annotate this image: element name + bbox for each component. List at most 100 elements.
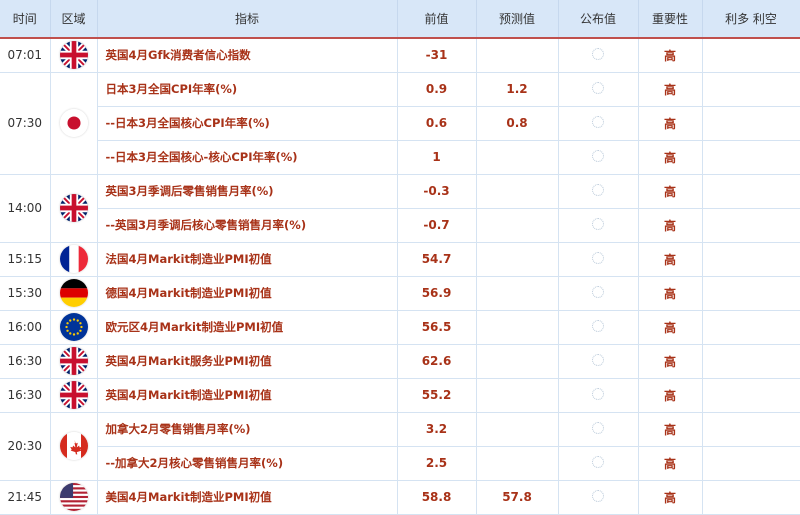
bull-bear-cell: [702, 276, 800, 311]
table-row: --日本3月全国核心CPI年率(%) 0.6 0.8 高: [0, 106, 800, 141]
indicator-link[interactable]: 英国4月Gfk消费者信心指数: [97, 38, 398, 73]
actual-value: [558, 72, 639, 107]
time-cell: 15:30: [0, 276, 51, 311]
forecast-value: [476, 412, 559, 447]
time-cell: 16:30: [0, 344, 51, 379]
previous-value: -0.7: [397, 208, 477, 243]
loading-spinner-icon: [592, 285, 604, 298]
table-row: 16:00 欧元区4月Markit制造业PMI初值 56.5 高: [0, 310, 800, 345]
forecast-value: [476, 310, 559, 345]
loading-spinner-icon: [592, 455, 604, 468]
header-region: 区域: [50, 0, 98, 39]
loading-spinner-icon: [592, 183, 604, 196]
table-row: 07:30 日本3月全国CPI年率(%) 0.9 1.2 高: [0, 72, 800, 175]
indicator-link[interactable]: 英国4月Markit服务业PMI初值: [97, 344, 398, 379]
time-cell: 07:30: [0, 72, 51, 175]
region-cell: [50, 72, 98, 175]
importance: 高: [638, 446, 703, 481]
header-bull-bear: 利多 利空: [702, 0, 800, 39]
region-cell: [50, 276, 98, 311]
loading-spinner-icon: [592, 489, 604, 502]
forecast-value: [476, 446, 559, 481]
uk-flag-icon: [59, 41, 88, 70]
loading-spinner-icon: [592, 149, 604, 162]
japan-flag-icon: [59, 109, 88, 137]
importance: 高: [638, 480, 703, 515]
actual-value: [558, 344, 639, 379]
indicator-link[interactable]: --日本3月全国核心CPI年率(%): [97, 106, 398, 141]
indicator-link[interactable]: 加拿大2月零售销售月率(%): [97, 412, 398, 447]
table-row: 21:45 美国4月Markit制造业PMI初值 58.8 57.8 高: [0, 480, 800, 515]
forecast-value: 0.8: [476, 106, 559, 141]
importance: 高: [638, 174, 703, 209]
loading-spinner-icon: [592, 319, 604, 332]
time-cell: 16:00: [0, 310, 51, 345]
previous-value: -31: [397, 38, 477, 73]
previous-value: 55.2: [397, 378, 477, 413]
bull-bear-cell: [702, 174, 800, 209]
uk-flag-icon: [59, 347, 88, 375]
time-cell: 16:30: [0, 378, 51, 413]
bull-bear-cell: [702, 446, 800, 481]
bull-bear-cell: [702, 310, 800, 345]
forecast-value: [476, 242, 559, 277]
header-actual: 公布值: [558, 0, 639, 39]
indicator-link[interactable]: 美国4月Markit制造业PMI初值: [97, 480, 398, 515]
table-header: 时间 区域 指标 前值 预测值 公布值 重要性 利多 利空: [0, 0, 800, 39]
table-row: 14:00 英国3月季调后零售销售月率(%) -0.3 高: [0, 174, 800, 243]
actual-value: [558, 412, 639, 447]
previous-value: -0.3: [397, 174, 477, 209]
loading-spinner-icon: [592, 421, 604, 434]
previous-value: 56.9: [397, 276, 477, 311]
indicator-link[interactable]: 欧元区4月Markit制造业PMI初值: [97, 310, 398, 345]
importance: 高: [638, 208, 703, 243]
header-time: 时间: [0, 0, 51, 39]
loading-spinner-icon: [592, 81, 604, 94]
time-cell: 07:01: [0, 38, 51, 73]
indicator-link[interactable]: 日本3月全国CPI年率(%): [97, 72, 398, 107]
bull-bear-cell: [702, 242, 800, 277]
importance: 高: [638, 344, 703, 379]
time-cell: 15:15: [0, 242, 51, 277]
bull-bear-cell: [702, 480, 800, 515]
table-row: 15:30 德国4月Markit制造业PMI初值 56.9 高: [0, 276, 800, 311]
actual-value: [558, 446, 639, 481]
canada-flag-icon: [59, 432, 88, 460]
bull-bear-cell: [702, 140, 800, 175]
importance: 高: [638, 310, 703, 345]
table-row: 15:15 法国4月Markit制造业PMI初值 54.7 高: [0, 242, 800, 277]
bull-bear-cell: [702, 72, 800, 107]
indicator-link[interactable]: 法国4月Markit制造业PMI初值: [97, 242, 398, 277]
importance: 高: [638, 72, 703, 107]
region-cell: [50, 38, 98, 73]
forecast-value: 1.2: [476, 72, 559, 107]
actual-value: [558, 140, 639, 175]
importance: 高: [638, 276, 703, 311]
indicator-link[interactable]: --日本3月全国核心-核心CPI年率(%): [97, 140, 398, 175]
actual-value: [558, 242, 639, 277]
header-importance: 重要性: [638, 0, 703, 39]
table-row: --加拿大2月核心零售销售月率(%) 2.5 高: [0, 446, 800, 481]
importance: 高: [638, 412, 703, 447]
indicator-link[interactable]: 英国4月Markit制造业PMI初值: [97, 378, 398, 413]
region-cell: [50, 174, 98, 243]
previous-value: 62.6: [397, 344, 477, 379]
region-cell: [50, 344, 98, 379]
previous-value: 1: [397, 140, 477, 175]
region-cell: [50, 412, 98, 481]
indicator-link[interactable]: --加拿大2月核心零售销售月率(%): [97, 446, 398, 481]
indicator-link[interactable]: --英国3月季调后核心零售销售月率(%): [97, 208, 398, 243]
time-cell: 21:45: [0, 480, 51, 515]
region-cell: [50, 242, 98, 277]
bull-bear-cell: [702, 344, 800, 379]
previous-value: 3.2: [397, 412, 477, 447]
previous-value: 0.6: [397, 106, 477, 141]
actual-value: [558, 480, 639, 515]
forecast-value: [476, 378, 559, 413]
indicator-link[interactable]: 英国3月季调后零售销售月率(%): [97, 174, 398, 209]
loading-spinner-icon: [592, 353, 604, 366]
loading-spinner-icon: [592, 217, 604, 230]
header-indicator: 指标: [97, 0, 398, 39]
indicator-link[interactable]: 德国4月Markit制造业PMI初值: [97, 276, 398, 311]
forecast-value: 57.8: [476, 480, 559, 515]
